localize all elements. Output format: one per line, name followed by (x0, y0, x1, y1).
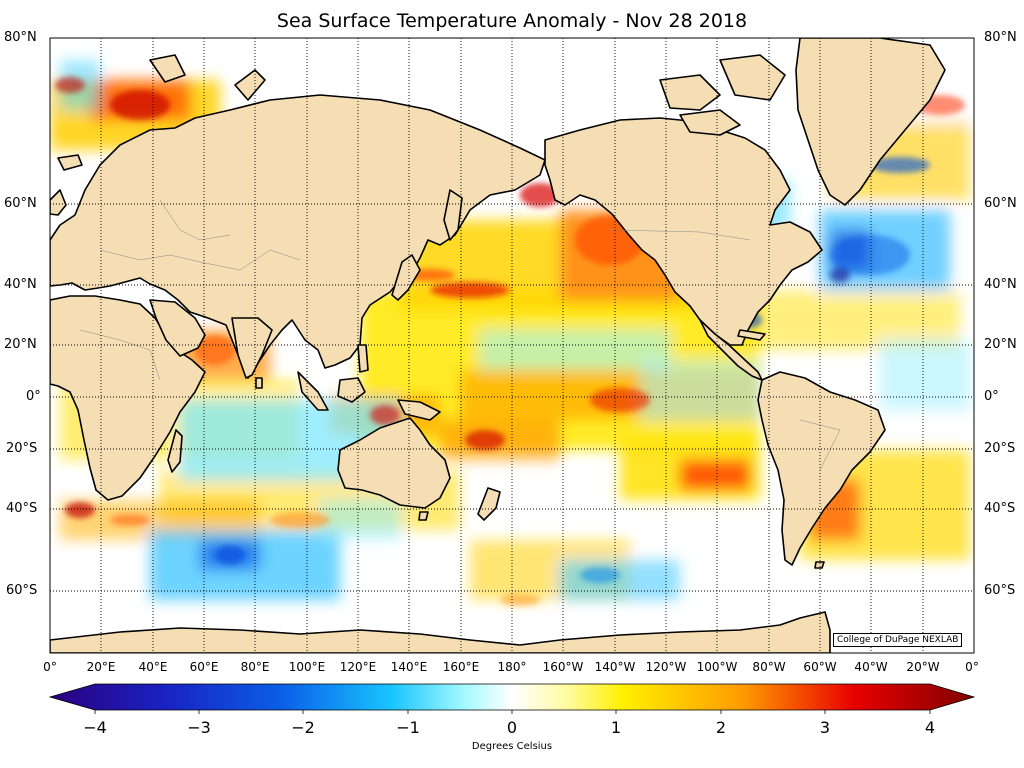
lat-label-left-60s: 60°S (6, 583, 38, 598)
colorbar-label: Degrees Celsius (471, 741, 553, 752)
arctic-islands-2 (719, 54, 786, 101)
lon-label: 160°W (542, 660, 584, 674)
lat-label-left-40s: 40°S (6, 501, 38, 516)
antarctica (50, 611, 831, 653)
lon-label: 0° (43, 660, 57, 674)
colorbar-tick-label: −2 (291, 718, 315, 737)
colorbar-tick-label: 4 (924, 718, 936, 737)
lat-label-right-40n: 40°N (984, 277, 1017, 292)
lat-label-left-40n: 40°N (4, 277, 37, 292)
colorbar-tick-label: 1 (610, 718, 622, 737)
lat-label-left-eq: 0° (26, 389, 41, 404)
iceland (57, 154, 83, 171)
arctic-islands-1 (659, 74, 721, 111)
new-guinea (397, 399, 441, 421)
colorbar-tick-label: 2 (715, 718, 727, 737)
colorbar-tick-label: 0 (506, 718, 518, 737)
greenland (795, 38, 946, 206)
arabia (149, 299, 206, 357)
lat-label-right-eq: 0° (984, 389, 999, 404)
colorbar-tick-label: 3 (819, 718, 831, 737)
colorbar (48, 683, 976, 714)
south-america-landmass (757, 371, 886, 566)
lon-label: 100°E (288, 660, 326, 674)
eurasia-landmass (50, 94, 546, 379)
land-masses (50, 38, 946, 653)
arctic-islands-3 (679, 109, 741, 136)
africa-landmass (50, 295, 206, 501)
india (231, 317, 273, 379)
lat-label-right-20s: 20°S (984, 441, 1016, 456)
lon-label: 180° (497, 660, 527, 674)
colorbar-ticks (94, 710, 931, 714)
credit-label: College of DuPage NEXLAB (833, 633, 963, 647)
lat-label-right-60s: 60°S (984, 583, 1016, 598)
map-frame (49, 37, 975, 654)
colorbar-tick-label: −1 (396, 718, 420, 737)
lon-label: 60°W (803, 660, 837, 674)
falklands (814, 561, 825, 569)
lon-label: 120°E (339, 660, 377, 674)
lon-label: 0° (965, 660, 979, 674)
australia (337, 417, 451, 509)
lon-label: 60°E (189, 660, 219, 674)
lat-label-right-60n: 60°N (984, 196, 1017, 211)
lat-label-left-60n: 60°N (4, 196, 37, 211)
new-zealand (477, 487, 501, 521)
lat-label-left-20s: 20°S (6, 441, 38, 456)
lon-label: 40°E (138, 660, 168, 674)
lon-label: 120°W (645, 660, 687, 674)
tasmania (418, 511, 429, 521)
lon-label: 100°W (696, 660, 738, 674)
cuba (737, 329, 766, 341)
lon-label: 40°W (854, 660, 888, 674)
lon-label: 160°E (442, 660, 480, 674)
svalbard (149, 54, 186, 83)
lat-label-left-20n: 20°N (4, 337, 37, 352)
lon-label: 20°E (86, 660, 116, 674)
madagascar (167, 429, 183, 473)
novaya-zemlya (234, 69, 266, 101)
lon-label: 80°W (752, 660, 786, 674)
japan (391, 254, 421, 301)
chart-title: Sea Surface Temperature Anomaly - Nov 28… (276, 10, 748, 32)
colorbar-body (48, 683, 976, 711)
graticule (50, 38, 974, 653)
lat-label-right-80n: 80°N (984, 30, 1017, 45)
lat-label-left-80n: 80°N (4, 30, 37, 45)
lon-label: 140°W (594, 660, 636, 674)
lon-label: 80°E (240, 660, 270, 674)
lon-label: 140°E (390, 660, 428, 674)
lat-label-right-40s: 40°S (984, 501, 1016, 516)
lon-label: 20°W (906, 660, 940, 674)
lat-label-right-20n: 20°N (984, 337, 1017, 352)
sumatra (297, 371, 329, 411)
philippines (357, 344, 369, 373)
colorbar-tick-label: −4 (83, 718, 107, 737)
sri-lanka (255, 377, 263, 389)
kamchatka (443, 189, 463, 241)
great-britain (50, 189, 67, 216)
colorbar-tick-label: −3 (187, 718, 211, 737)
